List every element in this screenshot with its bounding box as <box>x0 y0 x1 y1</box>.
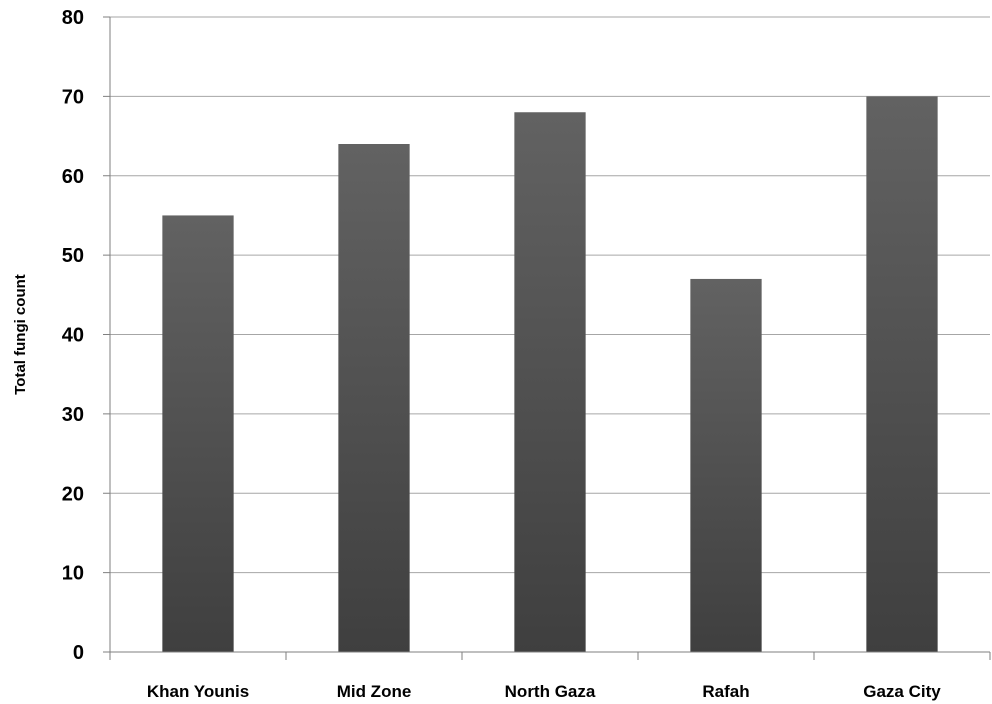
y-tick-label: 30 <box>62 404 84 426</box>
x-tick-label: North Gaza <box>505 682 596 701</box>
y-tick-label: 0 <box>73 642 84 664</box>
y-tick-label: 80 <box>62 7 84 29</box>
y-tick-label: 50 <box>62 245 84 267</box>
y-tick-label: 20 <box>62 483 84 505</box>
bar-khan-younis <box>162 215 234 652</box>
labels: 0 10 20 30 40 50 60 70 80 Khan Younis Mid Zone Nort… <box>62 7 942 701</box>
bar-mid-zone <box>338 144 410 652</box>
axes <box>103 16 991 660</box>
x-tick-label: Mid Zone <box>337 682 412 701</box>
bar-rafah <box>690 278 762 652</box>
y-tick-label: 70 <box>62 86 84 108</box>
y-axis-title: Total fungi count <box>12 274 29 395</box>
bar-north-gaza <box>514 112 586 652</box>
bars <box>162 96 938 652</box>
bar-gaza-city <box>866 96 938 652</box>
y-tick-label: 40 <box>62 325 84 347</box>
x-tick-label: Rafah <box>702 682 749 701</box>
x-tick-label: Khan Younis <box>147 682 249 701</box>
x-tick-label: Gaza City <box>863 682 941 701</box>
y-tick-label: 60 <box>62 166 84 188</box>
y-tick-label: 10 <box>62 563 84 585</box>
